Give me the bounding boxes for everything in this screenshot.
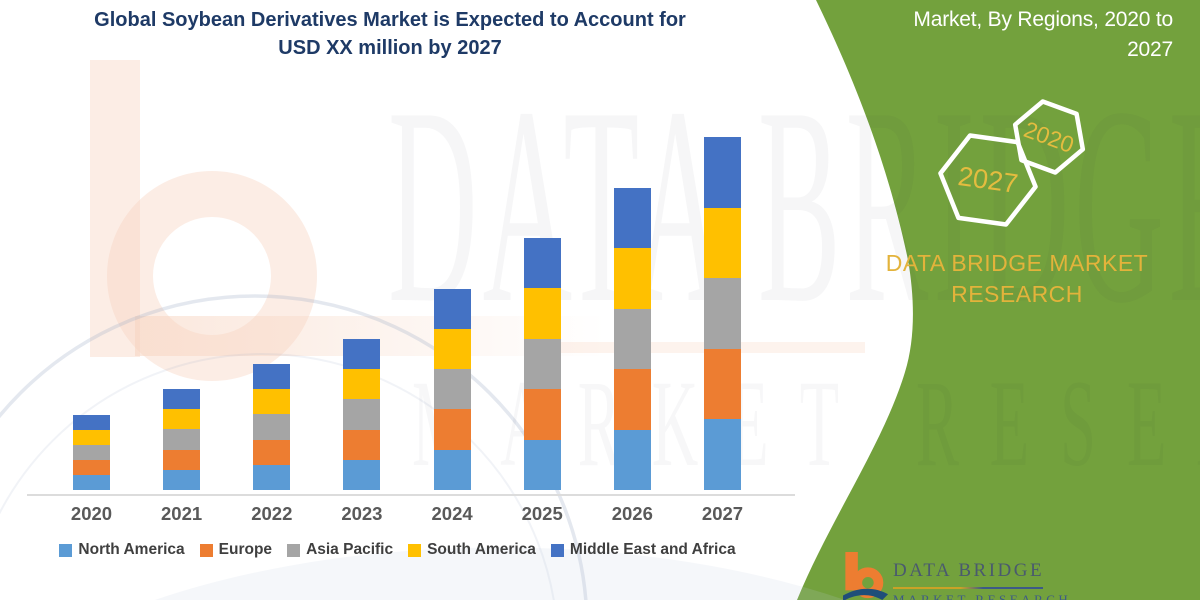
panel-heading-line2: 2027: [1127, 37, 1173, 61]
x-axis-label: 2023: [341, 503, 383, 524]
bar-segment: [613, 429, 651, 490]
bar-segment: [343, 429, 381, 460]
bar-segment: [523, 389, 561, 440]
legend-swatch-icon: [287, 543, 301, 557]
x-axis-label: 2020: [70, 503, 113, 524]
bar-2025: [523, 238, 561, 490]
bar-segment: [253, 364, 291, 390]
bar-segment: [433, 409, 471, 450]
year-hexagons: 2027 2020: [938, 99, 1086, 227]
brand-text-line1: DATA BRIDGE MARKET: [885, 250, 1149, 276]
bar-segment: [523, 338, 561, 390]
bar-segment: [253, 389, 291, 415]
legend-item: North America: [59, 541, 185, 559]
bar-2021: [163, 389, 201, 490]
legend-swatch-icon: [408, 543, 422, 557]
logo-wordmark: DATA BRIDGE: [893, 560, 1045, 581]
logo-underline: [893, 587, 1043, 589]
legend-item: Europe: [199, 541, 273, 559]
bar-segment: [343, 399, 381, 430]
legend-item: South America: [408, 541, 536, 559]
bar-segment: [253, 439, 291, 465]
bar-segment: [613, 248, 651, 309]
bar-segment: [433, 288, 471, 329]
bar-segment: [343, 459, 381, 490]
bar-segment: [73, 429, 110, 445]
bar-segment: [613, 308, 651, 369]
legend-label: Middle East and Africa: [569, 541, 736, 558]
bar-segment: [704, 137, 741, 208]
x-axis-label: 2027: [701, 503, 744, 524]
brand-text-line2: RESEARCH: [951, 281, 1083, 308]
x-axis-label: 2022: [251, 503, 293, 524]
x-axis-label: 2025: [521, 503, 563, 524]
bar-segment: [163, 429, 201, 450]
chart-title: Global Soybean Derivatives Market is Exp…: [0, 7, 780, 62]
legend-label: Europe: [218, 541, 273, 558]
bar-segment: [704, 348, 741, 420]
bar-2022: [253, 364, 291, 490]
legend-label: South America: [427, 541, 536, 558]
chart-legend: North America Europe Asia Pacific South Ame…: [0, 541, 795, 559]
legend-label: Asia Pacific: [306, 541, 394, 558]
bar-segment: [523, 288, 561, 339]
hexagon-2027-label: 2027: [956, 161, 1020, 199]
bar-2026: [613, 187, 651, 490]
chart-title-line1: Global Soybean Derivatives Market is Exp…: [94, 9, 686, 31]
bar-2027: [704, 137, 741, 490]
legend-swatch-icon: [199, 543, 213, 557]
bar-segment: [433, 369, 471, 410]
bar-2020: [73, 414, 110, 490]
legend-item: Middle East and Africa: [550, 541, 736, 559]
bar-segment: [704, 419, 741, 490]
bar-segment: [163, 469, 201, 490]
legend-swatch-icon: [59, 543, 73, 557]
data-bridge-logo-icon: [843, 552, 889, 600]
logo-subline: MARKET RESEARCH: [893, 592, 1072, 600]
bar-segment: [613, 369, 651, 430]
bar-segment: [343, 339, 381, 370]
x-axis-line: [27, 494, 795, 496]
x-axis-label: 2026: [611, 503, 653, 524]
hexagon-2020-label: 2020: [1021, 116, 1078, 158]
bar-segment: [343, 369, 381, 400]
bar-segment: [253, 414, 291, 440]
panel-heading-line1: Market, By Regions, 2020 to: [913, 8, 1173, 31]
bar-2023: [343, 339, 381, 490]
bar-segment: [73, 459, 110, 475]
bar-segment: [73, 474, 110, 490]
hexagon-2020: 2020: [1012, 99, 1086, 175]
x-axis-label: 2021: [161, 503, 203, 524]
bar-segment: [73, 414, 110, 430]
bar-segment: [163, 449, 201, 470]
legend-label: North America: [78, 541, 185, 558]
x-axis-label: 2024: [431, 503, 473, 524]
bar-segment: [433, 449, 471, 490]
bar-segment: [163, 389, 201, 410]
chart-title-line2: USD XX million by 2027: [278, 36, 502, 59]
bar-segment: [163, 409, 201, 430]
bar-segment: [433, 328, 471, 370]
bar-segment: [704, 207, 741, 279]
bar-segment: [704, 278, 741, 349]
bar-segment: [73, 444, 110, 460]
bar-segment: [253, 464, 291, 490]
data-bridge-brand-text: DATA BRIDGE MARKET RESEARCH: [872, 248, 1162, 310]
hexagon-2027: 2027: [938, 133, 1038, 227]
bar-segment: [523, 439, 561, 490]
legend-item: Asia Pacific: [287, 541, 393, 559]
legend-swatch-icon: [550, 543, 564, 557]
panel-heading: Market, By Regions, 2020 to 2027: [833, 5, 1173, 65]
bar-2024: [433, 288, 471, 490]
bar-segment: [523, 238, 561, 289]
bar-segment: [613, 187, 651, 248]
